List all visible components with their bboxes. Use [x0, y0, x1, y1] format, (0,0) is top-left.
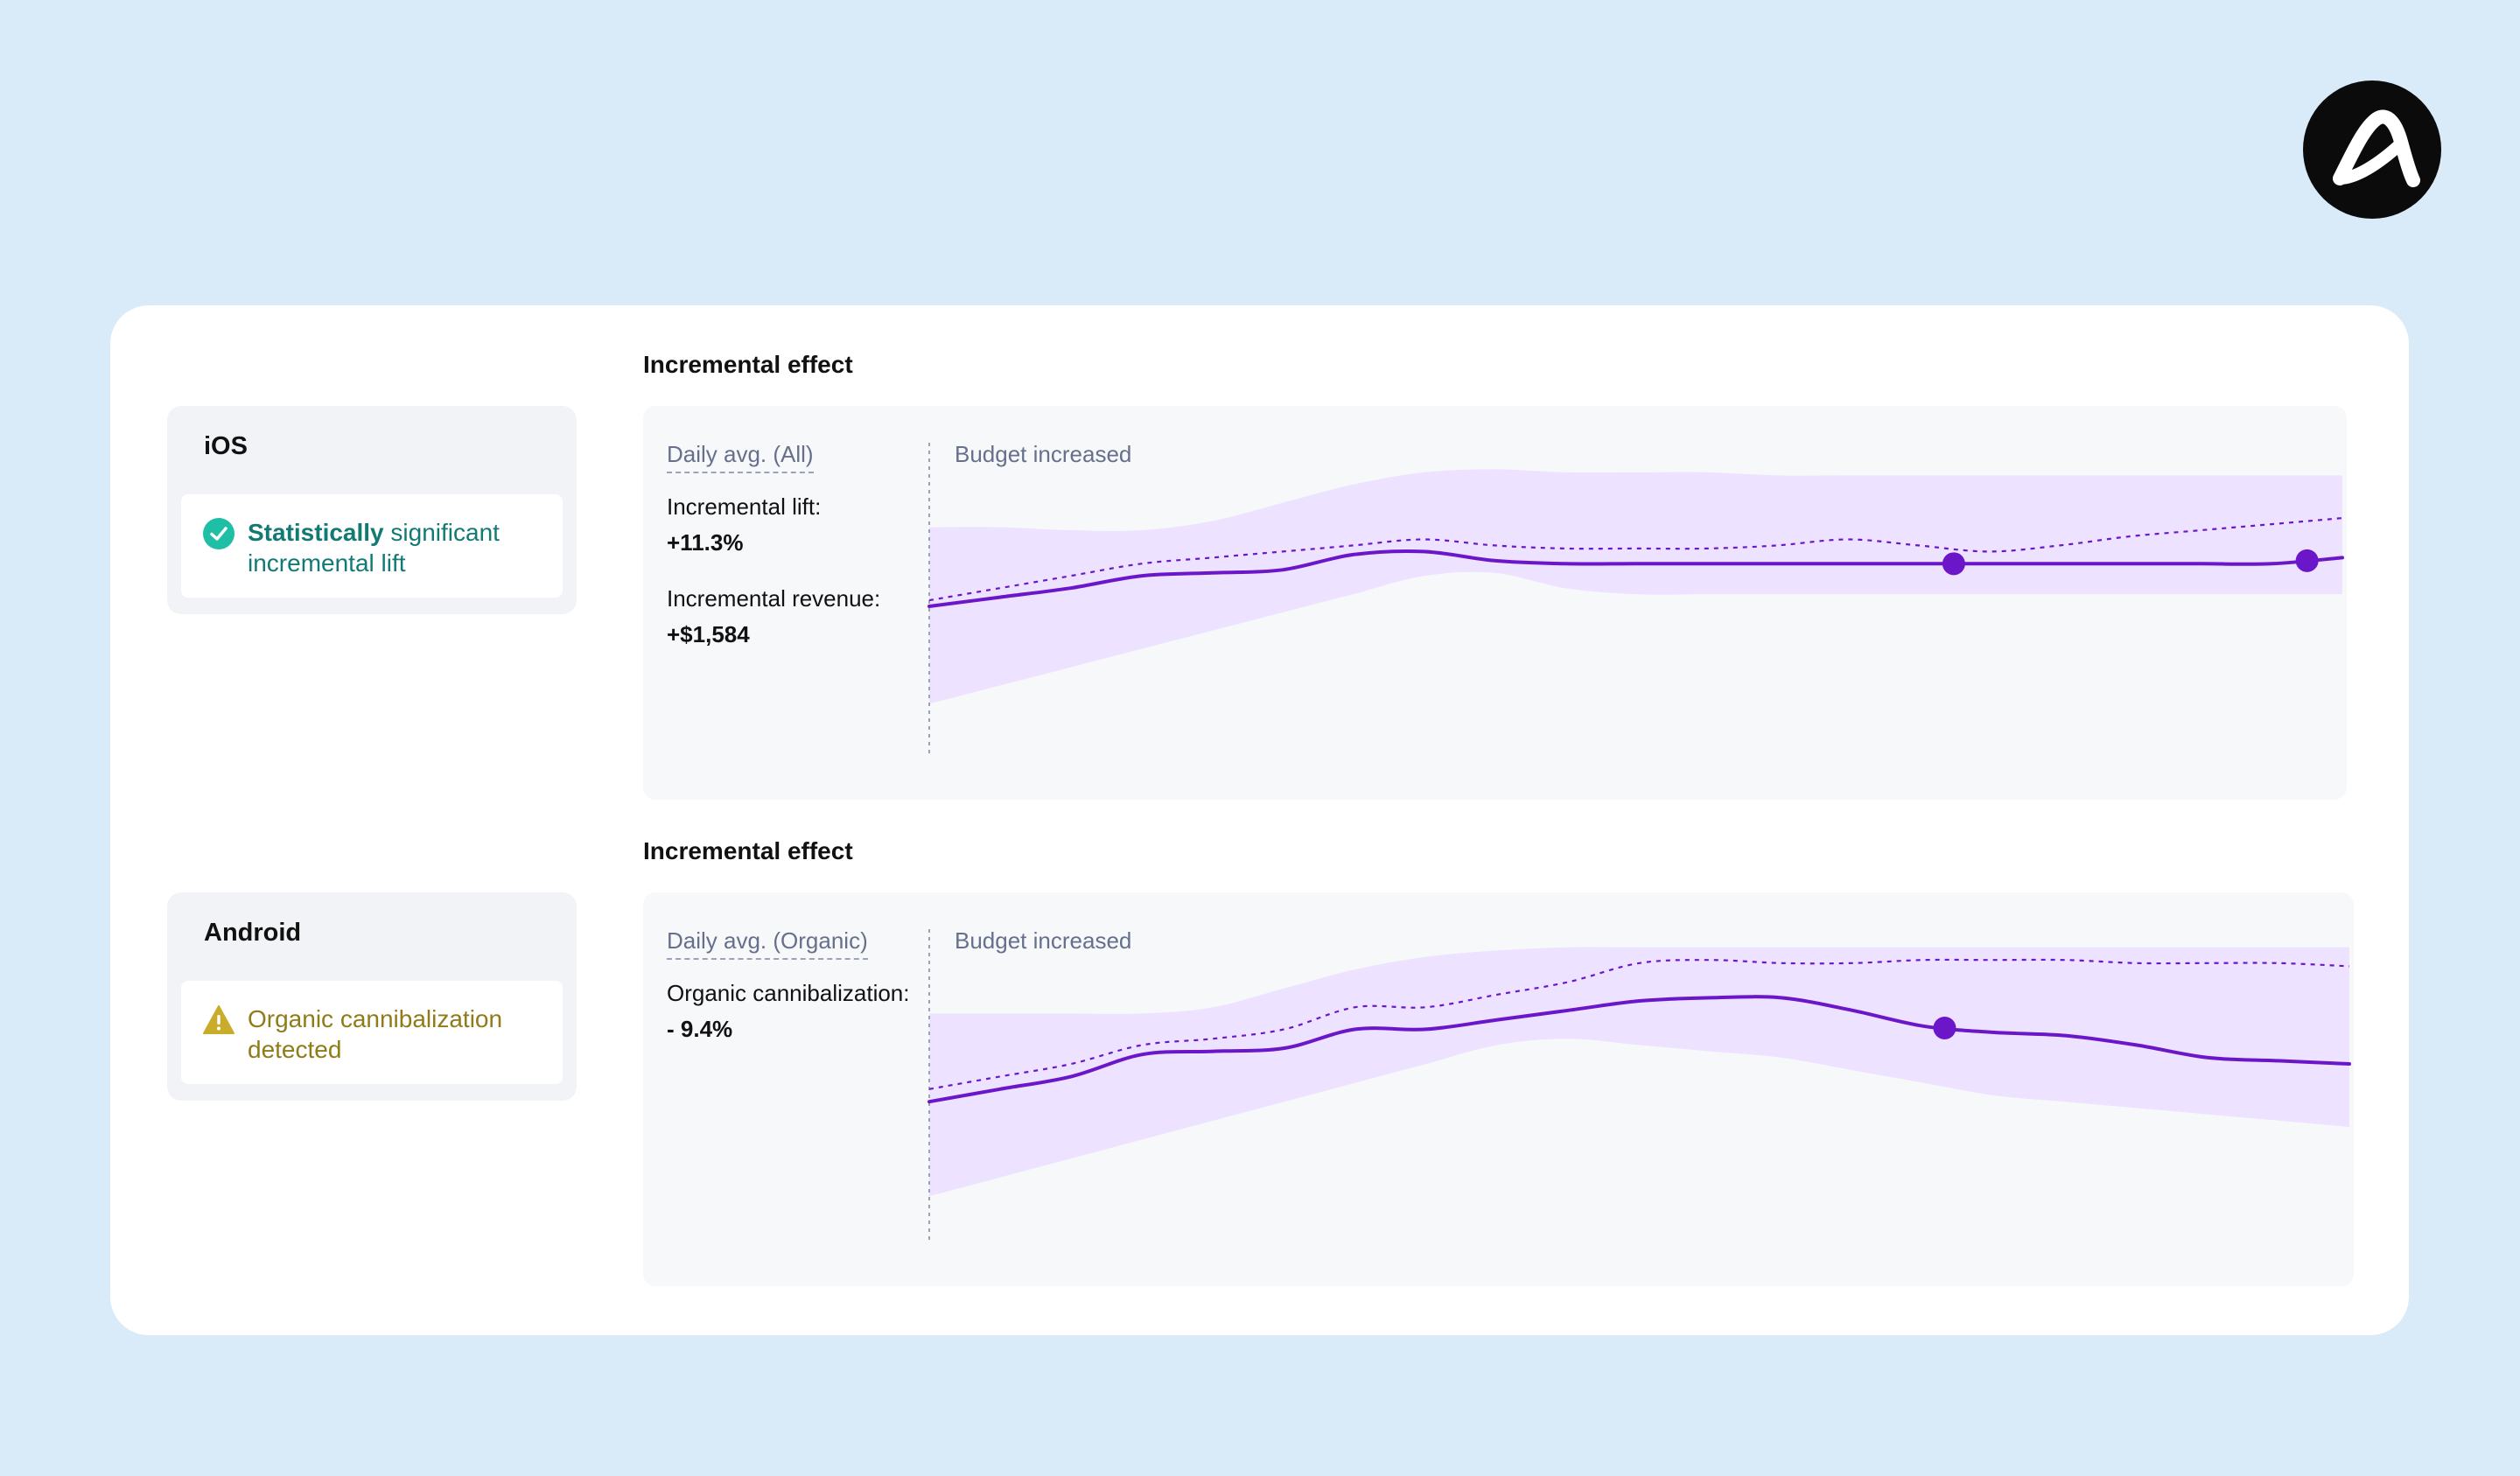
brand-logo: [2303, 80, 2441, 219]
status-text-rest: significant incremental lift: [248, 519, 500, 577]
confidence-band: [929, 947, 2349, 1197]
platform-name: Android: [204, 919, 302, 947]
adjust-logo-icon: [2333, 109, 2420, 187]
status-badge: Organic cannibalization detected: [181, 981, 563, 1084]
metric-cannibalization-label: Organic cannibalization:: [667, 980, 910, 1006]
data-point-marker: [2295, 549, 2319, 572]
status-text-bold: Statistically: [248, 519, 384, 546]
chart-panel-android: Daily avg. (Organic) Budget increased Or…: [643, 892, 2354, 1286]
counterfactual-line: [928, 517, 2343, 602]
results-card: Incremental effect iOS Statistically sig…: [110, 305, 2409, 1335]
warning-icon: [203, 1005, 234, 1034]
section-title: Incremental effect: [643, 351, 853, 378]
metric-revenue-label: Incremental revenue:: [667, 585, 881, 612]
platform-card-ios: iOS Statistically significant incrementa…: [167, 406, 577, 614]
chart-android: [928, 929, 2351, 1241]
actual-line: [928, 995, 2351, 1104]
section-title: Incremental effect: [643, 837, 853, 864]
metric-lift-label: Incremental lift:: [667, 493, 822, 520]
counterfactual-line: [928, 958, 2350, 1090]
chart-subtitle[interactable]: Daily avg. (Organic): [667, 927, 868, 960]
actual-line: [928, 549, 2344, 608]
metric-revenue-value: +$1,584: [667, 621, 750, 647]
status-badge: Statistically significant incremental li…: [181, 494, 563, 598]
data-point-marker: [1942, 552, 1965, 576]
platform-card-android: Android Organic cannibalization detected: [167, 892, 577, 1101]
chart-ios: [928, 443, 2344, 754]
confidence-band: [929, 469, 2342, 704]
platform-name: iOS: [204, 432, 248, 460]
status-text: Organic cannibalization detected: [248, 1005, 503, 1063]
status-text: Statistically significant incremental li…: [248, 517, 554, 578]
chart-panel-ios: Daily avg. (All) Budget increased Increm…: [643, 406, 2347, 800]
metric-cannibalization-value: - 9.4%: [667, 1016, 733, 1042]
budget-annotation: Budget increased: [955, 441, 1132, 467]
data-point-marker: [1933, 1016, 1956, 1039]
metric-lift-value: +11.3%: [667, 529, 744, 556]
chart-subtitle[interactable]: Daily avg. (All): [667, 441, 814, 473]
check-circle-icon: [203, 518, 234, 549]
budget-annotation: Budget increased: [955, 927, 1132, 954]
